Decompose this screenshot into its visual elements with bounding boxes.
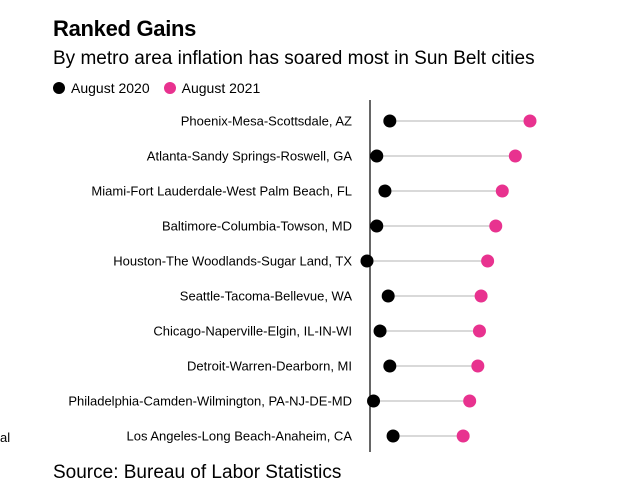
cropped-text-fragment: al [0, 430, 11, 445]
chart-title: Ranked Gains [53, 16, 197, 41]
legend: August 2020 August 2021 [53, 80, 274, 96]
point-aug2020 [370, 149, 384, 163]
point-aug2020 [386, 429, 400, 443]
point-aug2021 [489, 219, 503, 233]
category-label: Philadelphia-Camden-Wilmington, PA-NJ-DE… [68, 394, 352, 409]
point-aug2021 [523, 114, 537, 128]
category-label: Baltimore-Columbia-Towson, MD [162, 219, 352, 234]
category-label: Atlanta-Sandy Springs-Roswell, GA [147, 149, 353, 164]
point-aug2020 [367, 394, 381, 408]
point-aug2020 [383, 359, 397, 373]
point-aug2021 [456, 429, 470, 443]
legend-label-aug2020: August 2020 [71, 80, 150, 96]
category-label: Los Angeles-Long Beach-Anaheim, CA [127, 429, 353, 444]
point-aug2020 [373, 324, 387, 338]
point-aug2021 [481, 254, 495, 268]
point-aug2021 [495, 184, 509, 198]
point-aug2021 [508, 149, 522, 163]
category-label: Houston-The Woodlands-Sugar Land, TX [113, 254, 352, 269]
category-label: Seattle-Tacoma-Bellevue, WA [180, 289, 353, 304]
category-label: Chicago-Naperville-Elgin, IL-IN-WI [153, 324, 352, 339]
point-aug2021 [463, 394, 477, 408]
point-aug2020 [381, 289, 395, 303]
legend-swatch-aug2021 [163, 82, 176, 94]
point-aug2021 [474, 289, 488, 303]
point-aug2021 [471, 359, 485, 373]
point-aug2020 [383, 114, 397, 128]
chart-subtitle: By metro area inflation has soared most … [53, 48, 535, 69]
category-label: Miami-Fort Lauderdale-West Palm Beach, F… [91, 184, 352, 199]
point-aug2021 [472, 324, 486, 338]
point-aug2020 [360, 254, 374, 268]
category-label: Detroit-Warren-Dearborn, MI [187, 359, 352, 374]
legend-item-aug2020: August 2020 [53, 80, 150, 96]
point-aug2020 [378, 184, 392, 198]
point-aug2020 [370, 219, 384, 233]
source-note: Source: Bureau of Labor Statistics [53, 462, 342, 483]
legend-item-aug2021: August 2021 [163, 80, 261, 96]
legend-label-aug2021: August 2021 [181, 80, 261, 96]
legend-swatch-aug2020 [53, 82, 65, 94]
category-label: Phoenix-Mesa-Scottsdale, AZ [181, 114, 352, 129]
